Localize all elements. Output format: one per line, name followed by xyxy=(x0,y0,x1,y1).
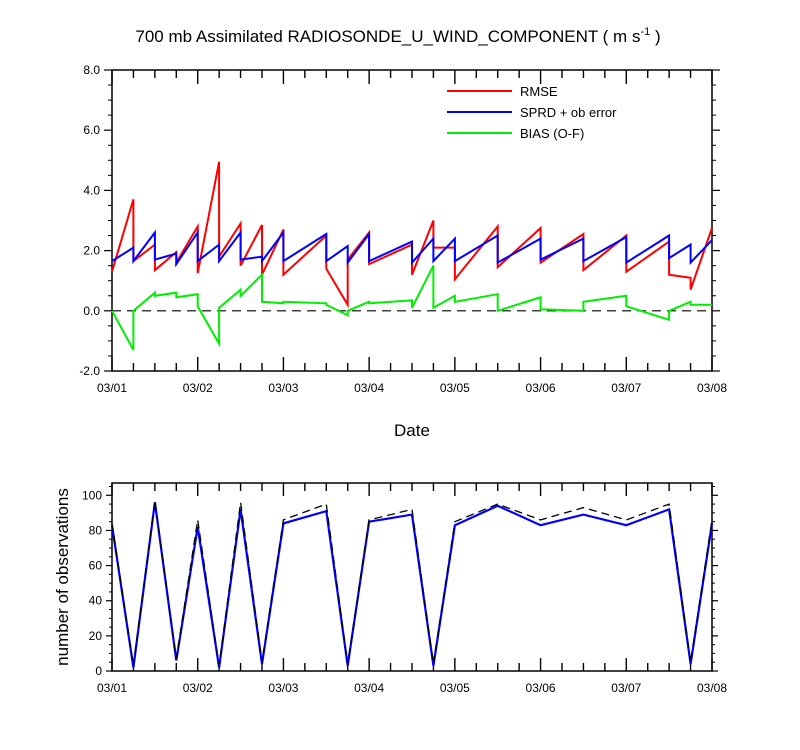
bottom-y-tick-labels: 0 20 40 60 80 100 xyxy=(82,488,102,678)
x-tick-label: 03/01 xyxy=(97,381,127,395)
bottom-series-group xyxy=(110,500,714,668)
legend: RMSE SPRD + ob error BIAS (O-F) xyxy=(447,84,617,141)
x-tick-label: 03/04 xyxy=(354,381,384,395)
x-tick-label: 03/01 xyxy=(97,681,127,695)
chart-title-end: ) xyxy=(650,27,660,46)
y-tick-label: 60 xyxy=(89,559,103,573)
series-line-rmse xyxy=(111,161,713,309)
legend-label-sprd-ob-error: SPRD + ob error xyxy=(520,105,617,120)
series-line-bias-o-f xyxy=(111,265,712,351)
series-line-observations-possible xyxy=(111,500,713,666)
bottom-plot-area: 03/01 03/02 03/03 03/04 03/05 03/06 03/07 03/08… xyxy=(53,482,727,695)
series-line-sprd-ob-error xyxy=(111,229,713,268)
x-tick-label: 03/02 xyxy=(183,681,213,695)
x-tick-label: 03/06 xyxy=(526,681,556,695)
y-tick-label: 20 xyxy=(89,629,103,643)
y-tick-label: 100 xyxy=(82,488,102,502)
bottom-axis-ticks xyxy=(106,483,718,672)
top-plot-area: 03/01 03/02 03/03 03/04 03/05 03/06 03/07 03/08… xyxy=(79,63,727,440)
chart-title: 700 mb Assimilated RADIOSONDE_U_WIND_COM… xyxy=(135,26,660,46)
x-tick-label: 03/05 xyxy=(440,681,470,695)
y-tick-label: 40 xyxy=(89,594,103,608)
x-tick-label: 03/02 xyxy=(183,381,213,395)
chart-title-superscript: -1 xyxy=(640,26,650,38)
x-tick-label: 03/04 xyxy=(354,681,384,695)
top-axis-ticks xyxy=(104,69,720,372)
legend-label-rmse: RMSE xyxy=(520,84,558,99)
legend-label-bias-o-f: BIAS (O-F) xyxy=(520,126,584,141)
x-tick-label: 03/08 xyxy=(697,381,727,395)
top-x-tick-labels: 03/01 03/02 03/03 03/04 03/05 03/06 03/07 03/08 xyxy=(97,381,727,395)
top-y-tick-labels: -2.0 0.0 2.0 4.0 6.0 8.0 xyxy=(79,63,100,378)
y-tick-label: -2.0 xyxy=(79,364,100,378)
y-axis-title: number of observations xyxy=(53,488,72,666)
chart-title-main: 700 mb Assimilated RADIOSONDE_U_WIND_COM… xyxy=(135,27,640,46)
x-tick-label: 03/07 xyxy=(611,381,641,395)
y-tick-label: 6.0 xyxy=(83,123,100,137)
y-tick-label: 0.0 xyxy=(83,304,100,318)
x-tick-label: 03/03 xyxy=(268,681,298,695)
series-line-observations-used xyxy=(110,502,714,668)
x-tick-label: 03/06 xyxy=(526,381,556,395)
x-axis-title: Date xyxy=(394,421,430,440)
x-tick-label: 03/07 xyxy=(611,681,641,695)
x-tick-label: 03/03 xyxy=(268,381,298,395)
bottom-x-tick-labels: 03/01 03/02 03/03 03/04 03/05 03/06 03/07 03/08 xyxy=(97,681,727,695)
top-plot-frame xyxy=(111,69,713,372)
y-tick-label: 80 xyxy=(89,523,103,537)
y-tick-label: 0 xyxy=(95,664,102,678)
y-tick-label: 8.0 xyxy=(83,63,100,77)
x-tick-label: 03/08 xyxy=(697,681,727,695)
x-tick-label: 03/05 xyxy=(440,381,470,395)
y-tick-label: 4.0 xyxy=(83,183,100,197)
y-tick-label: 2.0 xyxy=(83,244,100,258)
top-series-group xyxy=(111,161,713,351)
